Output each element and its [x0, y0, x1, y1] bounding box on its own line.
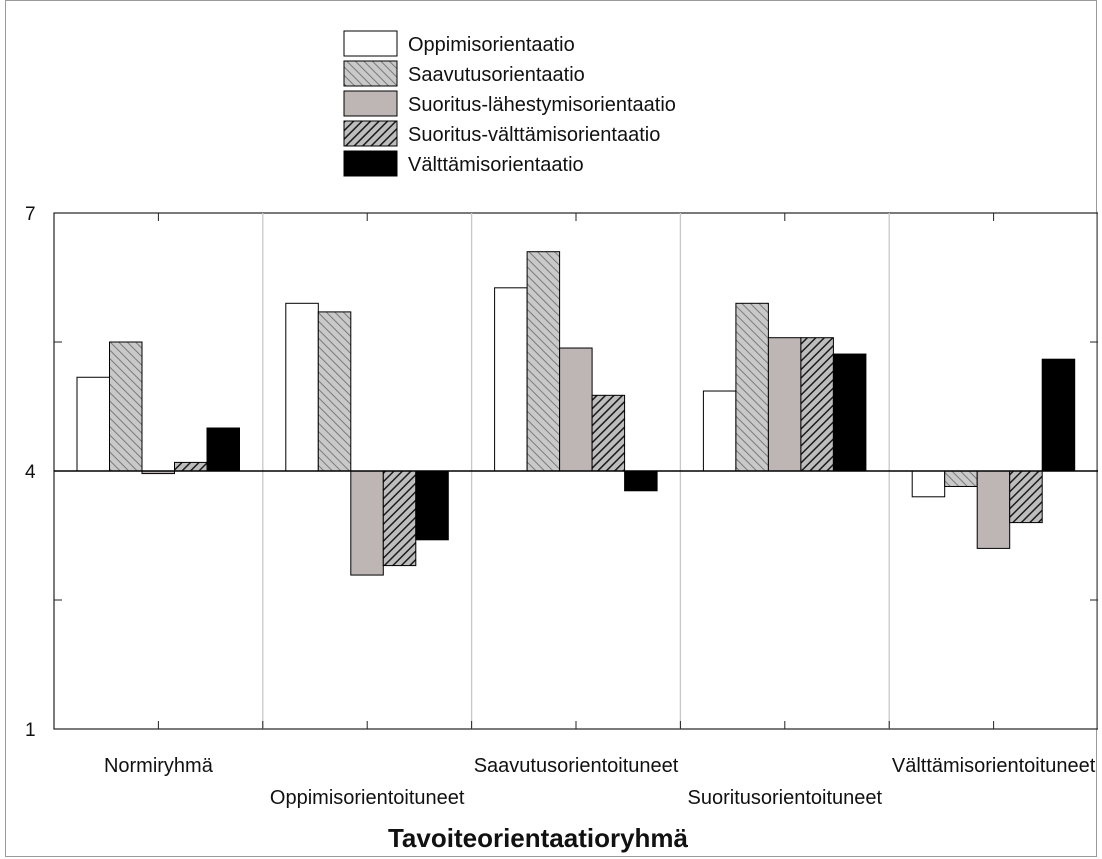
legend-label: Suoritus-lähestymisorientaatio: [408, 94, 676, 116]
bar: [494, 287, 528, 472]
bar: [559, 347, 593, 472]
bar: [624, 470, 658, 492]
category-label: Normiryhmä: [104, 755, 214, 777]
y-tick-label: 4: [25, 462, 36, 483]
y-tick-label: 1: [25, 720, 36, 741]
category-label: Oppimisorientoituneet: [270, 787, 465, 809]
bar: [382, 470, 417, 567]
bar-chart: Oppimisorientaatio Saavutusorientaatio Suo…: [25, 30, 1098, 853]
bar: [800, 337, 834, 472]
legend-label: Välttämisorientaatio: [408, 154, 584, 176]
legend-label: Saavutusorientaatio: [408, 64, 585, 86]
bar: [944, 470, 978, 487]
legend-swatch: [343, 30, 398, 57]
bar: [702, 390, 737, 472]
legend-swatch: [343, 150, 398, 177]
bar: [976, 470, 1011, 549]
bar: [767, 337, 802, 472]
x-axis-title: Tavoiteorientaatioryhmä: [388, 823, 689, 853]
bar: [832, 353, 867, 472]
legend: Oppimisorientaatio Saavutusorientaatio Suo…: [343, 30, 676, 177]
legend-swatch: [343, 60, 398, 87]
legend-label: Oppimisorientaatio: [408, 34, 575, 56]
plot-area: 1 4 7 Normiryhmä Oppimisorientoituneet Saavut…: [25, 204, 1098, 853]
bar: [206, 427, 240, 472]
legend-label: Suoritus-välttämisorientaatio: [408, 124, 660, 146]
bar: [911, 470, 946, 498]
y-tick-label: 7: [25, 204, 36, 225]
bar: [735, 302, 769, 472]
category-label: Saavutusorientoituneet: [474, 755, 679, 777]
bar: [285, 302, 319, 472]
legend-swatch: [343, 90, 398, 117]
bar: [350, 470, 384, 576]
bar: [109, 341, 143, 472]
category-label: Suoritusorientoituneet: [688, 787, 883, 809]
bar: [1041, 358, 1076, 472]
bar: [526, 251, 561, 472]
bar: [76, 376, 110, 472]
bar: [317, 311, 352, 472]
bar: [174, 461, 208, 472]
bar: [415, 470, 449, 541]
legend-swatch: [343, 120, 398, 147]
category-label: Välttämisorientoituneet: [892, 755, 1096, 777]
bar: [1009, 470, 1043, 524]
chart-frame: Oppimisorientaatio Saavutusorientaatio Suo…: [5, 0, 1098, 857]
bar: [591, 394, 626, 472]
